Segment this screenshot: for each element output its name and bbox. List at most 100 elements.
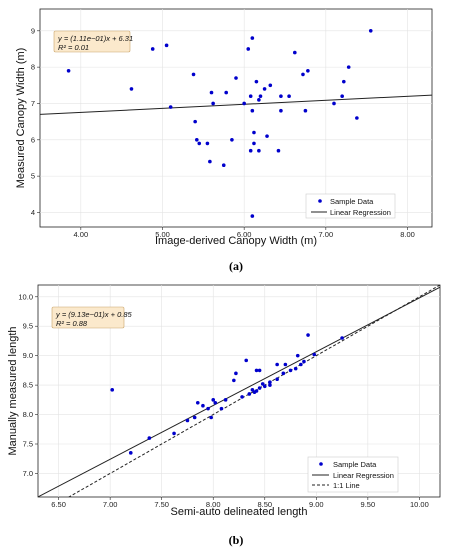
panel-b-chart: 6.50 7.00 7.50 8.00 8.50 9.00 9.50 10.00 7.0 7.5 8… <box>7 284 441 547</box>
data-point <box>240 395 244 399</box>
y-tick-label: 8 <box>31 63 35 72</box>
data-point <box>209 90 214 95</box>
y-tick-label: 7.0 <box>23 469 33 478</box>
panel-label-a: (a) <box>229 259 243 273</box>
data-point <box>185 418 190 423</box>
data-point <box>293 50 297 55</box>
legend-label-sample: Sample Data <box>330 197 374 206</box>
data-point <box>262 87 267 91</box>
data-point <box>254 368 259 373</box>
data-point <box>279 108 283 113</box>
equation-box: y = (1.11e−01)x + 6.31 R² = 0.01 <box>53 30 133 53</box>
data-point <box>147 436 152 440</box>
data-point <box>312 352 317 357</box>
y-tick-label: 7.5 <box>23 440 33 449</box>
x-tick-label: 6.50 <box>51 500 66 509</box>
data-point <box>192 415 197 420</box>
data-point <box>299 362 303 367</box>
data-point <box>244 358 249 363</box>
data-point <box>262 384 267 389</box>
legend-label-identity: 1:1 Line <box>333 481 360 490</box>
data-point <box>213 400 218 405</box>
data-point <box>257 368 262 373</box>
x-tick-label: 8.00 <box>206 500 221 509</box>
data-point <box>250 36 255 40</box>
x-tick-label: 7.00 <box>103 500 118 509</box>
data-point <box>276 148 281 153</box>
x-tick-label: 5.00 <box>155 230 170 239</box>
data-point <box>211 101 215 106</box>
data-point <box>257 148 261 153</box>
x-axis-title: Semi-auto delineated length <box>171 506 308 518</box>
panel-a-chart: 4.00 5.00 6.00 7.00 8.00 4 5 6 7 8 9 y = (1.11e−01… <box>15 8 433 273</box>
legend-marker-sample <box>319 462 323 466</box>
y-tick-label: 8.5 <box>23 381 33 390</box>
x-tick-label: 6.00 <box>237 230 252 239</box>
r-squared-text: R² = 0.01 <box>58 43 89 52</box>
y-tick-label: 4 <box>31 208 35 217</box>
x-tick-label: 7.50 <box>154 500 169 509</box>
data-point <box>223 398 228 402</box>
data-point <box>252 390 257 394</box>
x-tick-label: 9.00 <box>309 500 324 509</box>
data-point <box>211 398 216 402</box>
data-point <box>342 79 346 84</box>
data-point <box>209 415 213 420</box>
data-point <box>302 359 306 364</box>
equation-text: y = (9.13e−01)x + 0.85 <box>55 310 133 319</box>
data-point <box>164 43 169 48</box>
x-tick-label: 7.00 <box>319 230 334 239</box>
x-tick-label: 4.00 <box>74 230 89 239</box>
data-point <box>248 148 253 153</box>
x-tick-label: 8.50 <box>257 500 272 509</box>
legend-label-regression: Linear Regression <box>330 208 391 217</box>
identity-line <box>67 285 440 497</box>
panel-label-b: (b) <box>229 533 244 547</box>
data-point <box>252 141 256 146</box>
y-tick-label: 10.0 <box>18 292 33 301</box>
legend-label-sample: Sample Data <box>333 460 377 469</box>
data-point <box>128 451 133 455</box>
equation-box: y = (9.13e−01)x + 0.85 R² = 0.88 <box>51 306 133 329</box>
data-point <box>250 108 255 113</box>
legend-label-regression: Linear Regression <box>333 471 394 480</box>
legend-marker-sample <box>318 199 322 203</box>
data-point <box>268 83 273 88</box>
data-point <box>230 138 234 142</box>
data-point <box>257 98 261 102</box>
y-tick-label: 9.5 <box>23 322 33 331</box>
data-point <box>275 377 279 382</box>
data-point <box>168 105 173 109</box>
regression-line <box>40 94 432 115</box>
data-point <box>368 29 373 33</box>
data-point <box>283 362 288 367</box>
y-tick-label: 9 <box>31 26 35 35</box>
data-point <box>268 383 272 387</box>
y-tick-label: 8.0 <box>23 410 33 419</box>
data-point <box>191 72 196 77</box>
r-squared-text: R² = 0.88 <box>56 319 88 328</box>
data-point <box>205 141 210 146</box>
data-point <box>219 406 224 411</box>
data-point <box>257 386 262 390</box>
data-point <box>346 65 351 69</box>
data-point <box>340 94 344 98</box>
data-point <box>250 214 255 218</box>
data-point <box>234 371 238 376</box>
data-point <box>248 94 253 98</box>
y-tick-label: 7 <box>31 99 35 108</box>
y-axis-title: Measured Canopy Width (m) <box>15 48 27 189</box>
data-point <box>247 392 252 396</box>
data-point <box>295 353 300 358</box>
x-tick-label: 10.00 <box>410 500 429 509</box>
data-point <box>66 68 71 73</box>
data-point <box>232 378 236 383</box>
data-point <box>258 94 263 98</box>
data-point <box>252 130 256 135</box>
data-point <box>172 431 176 436</box>
data-point <box>197 141 202 146</box>
data-point <box>268 380 272 384</box>
y-tick-label: 5 <box>31 172 35 181</box>
equation-text: y = (1.11e−01)x + 6.31 <box>57 34 133 43</box>
